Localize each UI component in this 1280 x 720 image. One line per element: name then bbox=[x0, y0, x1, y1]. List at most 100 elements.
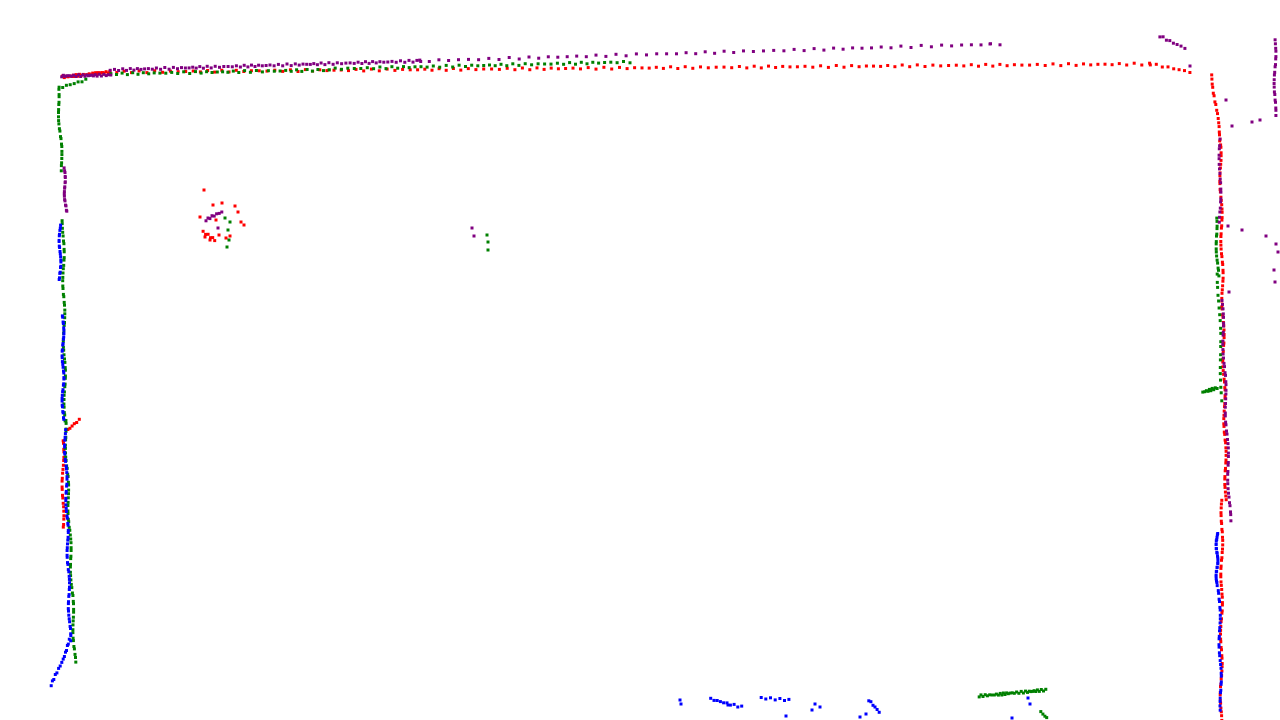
scan-point bbox=[1221, 547, 1224, 551]
scan-point bbox=[57, 93, 61, 97]
scan-point bbox=[215, 212, 219, 216]
scan-point bbox=[99, 71, 103, 75]
scan-point bbox=[67, 613, 71, 617]
scan-point bbox=[1214, 250, 1218, 254]
scan-point bbox=[1220, 298, 1224, 302]
scan-point bbox=[60, 360, 64, 364]
scan-point bbox=[60, 397, 64, 400]
scan-point bbox=[742, 49, 745, 53]
scan-point bbox=[61, 439, 65, 443]
scan-point bbox=[923, 65, 927, 68]
scan-point bbox=[1214, 570, 1218, 574]
scan-point bbox=[527, 55, 531, 59]
scan-point bbox=[348, 61, 352, 65]
scan-point bbox=[59, 266, 62, 269]
scan-point bbox=[63, 316, 67, 320]
scan-point bbox=[1219, 378, 1222, 382]
scan-point bbox=[61, 275, 65, 279]
scan-point bbox=[1012, 691, 1016, 695]
scan-point bbox=[62, 335, 66, 339]
scan-point bbox=[62, 258, 66, 262]
scan-point bbox=[1219, 385, 1223, 389]
scan-point bbox=[1221, 312, 1225, 316]
scan-point bbox=[60, 393, 64, 397]
scan-point bbox=[1215, 280, 1219, 284]
scan-point bbox=[67, 593, 71, 597]
scan-point bbox=[767, 64, 770, 68]
scan-point bbox=[1221, 538, 1225, 542]
scan-point bbox=[176, 72, 180, 75]
scan-point bbox=[714, 65, 718, 69]
scan-point bbox=[415, 58, 419, 62]
scan-point bbox=[1160, 65, 1164, 69]
scan-point bbox=[1223, 490, 1227, 494]
scan-point bbox=[61, 411, 65, 415]
scan-point bbox=[374, 61, 378, 65]
scan-point bbox=[929, 45, 933, 49]
scan-point bbox=[69, 627, 72, 630]
scan-point bbox=[64, 499, 68, 503]
scan-point bbox=[1219, 710, 1223, 714]
scan-point bbox=[1140, 63, 1144, 67]
scan-point bbox=[50, 679, 54, 683]
scan-point bbox=[209, 236, 212, 240]
scan-point bbox=[764, 697, 768, 701]
scan-point bbox=[62, 509, 66, 513]
scan-point bbox=[940, 43, 944, 47]
scan-point bbox=[1274, 114, 1278, 117]
scan-point bbox=[864, 712, 868, 716]
scan-point bbox=[201, 229, 205, 233]
scan-point bbox=[1219, 331, 1223, 335]
scan-point bbox=[293, 62, 297, 66]
scan-point bbox=[323, 63, 327, 67]
scan-point bbox=[1220, 399, 1224, 403]
scan-point bbox=[72, 82, 76, 86]
scan-point bbox=[425, 65, 429, 69]
scan-point bbox=[108, 68, 112, 72]
scan-point bbox=[1224, 498, 1228, 502]
scan-point bbox=[1206, 389, 1210, 393]
scan-point bbox=[65, 471, 69, 475]
scan-point bbox=[1219, 688, 1223, 692]
scan-point bbox=[969, 63, 973, 67]
scan-point bbox=[67, 588, 71, 591]
scan-point bbox=[1223, 477, 1227, 481]
scan-point bbox=[1218, 133, 1221, 137]
scan-point bbox=[62, 371, 66, 375]
scan-point bbox=[58, 271, 62, 275]
scan-point bbox=[60, 356, 64, 360]
scan-point bbox=[575, 54, 579, 58]
scan-point bbox=[1204, 389, 1208, 393]
scan-point bbox=[915, 63, 919, 67]
scan-point bbox=[1214, 539, 1218, 543]
scan-point bbox=[886, 64, 890, 67]
scan-point bbox=[602, 65, 606, 69]
scan-point bbox=[1226, 455, 1230, 458]
scan-point bbox=[59, 169, 63, 173]
scan-point bbox=[736, 705, 740, 709]
scan-point bbox=[1216, 285, 1220, 289]
scan-point bbox=[979, 693, 983, 697]
scan-point bbox=[842, 65, 846, 69]
scan-point bbox=[618, 65, 621, 69]
scan-point bbox=[542, 67, 546, 71]
scan-point bbox=[382, 60, 386, 64]
scan-point bbox=[1218, 172, 1222, 175]
scan-point bbox=[60, 660, 64, 664]
scan-point bbox=[759, 696, 763, 699]
scan-point bbox=[62, 326, 66, 330]
scan-point bbox=[66, 496, 70, 500]
scan-point bbox=[106, 71, 110, 75]
scan-point bbox=[1222, 417, 1226, 421]
scan-point bbox=[305, 68, 309, 71]
scan-point bbox=[1215, 258, 1219, 262]
scan-point bbox=[57, 85, 61, 89]
scan-point bbox=[226, 228, 230, 232]
scan-point bbox=[769, 696, 772, 700]
scan-point bbox=[1219, 580, 1223, 584]
scan-point bbox=[226, 65, 230, 68]
scan-point bbox=[1220, 296, 1224, 300]
scan-point bbox=[64, 83, 68, 87]
scan-point bbox=[325, 69, 329, 73]
scan-point bbox=[919, 43, 923, 47]
